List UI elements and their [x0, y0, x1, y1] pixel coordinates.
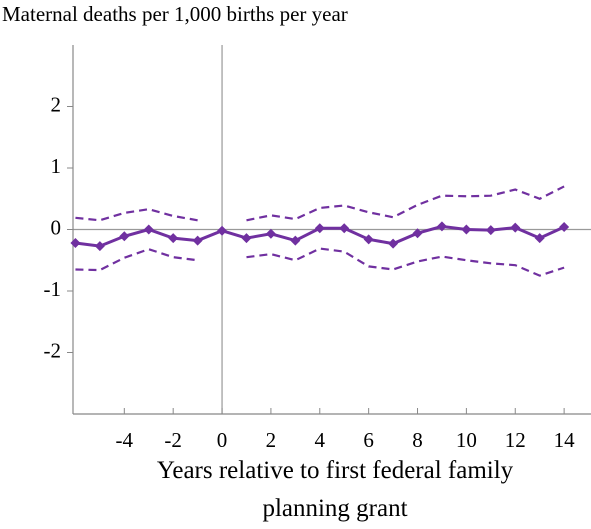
y-tick-label: 2 — [51, 92, 62, 116]
marker — [143, 224, 154, 235]
marker — [510, 222, 521, 233]
x-axis-label: Years relative to first federal family p… — [156, 457, 514, 522]
x-tick-label: 2 — [266, 428, 277, 452]
marker — [265, 228, 276, 239]
series-line — [75, 208, 198, 222]
y-tick-label: 0 — [51, 215, 62, 239]
marker — [94, 241, 105, 252]
marker — [119, 231, 130, 242]
marker — [168, 233, 179, 244]
x-tick-label: 0 — [217, 428, 228, 452]
marker — [412, 228, 423, 239]
marker — [388, 238, 399, 249]
x-tick-label: 4 — [315, 428, 326, 452]
x-tick-label: 12 — [505, 428, 526, 452]
x-tick-label: 6 — [363, 428, 374, 452]
y-tick-label: -1 — [44, 277, 62, 301]
chart-title: Maternal deaths per 1,000 births per yea… — [2, 2, 348, 26]
marker — [461, 224, 472, 235]
series-line — [246, 185, 565, 222]
marker — [559, 222, 570, 233]
marker — [70, 238, 81, 249]
x-tick-label: -4 — [116, 428, 134, 452]
marker — [290, 235, 301, 246]
marker — [217, 225, 228, 236]
x-tick-label: 10 — [456, 428, 477, 452]
marker — [314, 223, 325, 234]
marker — [534, 233, 545, 244]
marker — [339, 223, 350, 234]
y-tick-label: -2 — [44, 338, 62, 362]
x-tick-label: 14 — [554, 428, 576, 452]
marker — [241, 233, 252, 244]
marker — [363, 234, 374, 245]
marker — [436, 221, 447, 232]
series-line — [246, 247, 565, 277]
y-tick-label: 1 — [51, 154, 62, 178]
series-line — [75, 248, 198, 272]
marker — [485, 225, 496, 236]
marker — [192, 235, 203, 246]
x-tick-label: -2 — [164, 428, 182, 452]
x-tick-label: 8 — [412, 428, 423, 452]
